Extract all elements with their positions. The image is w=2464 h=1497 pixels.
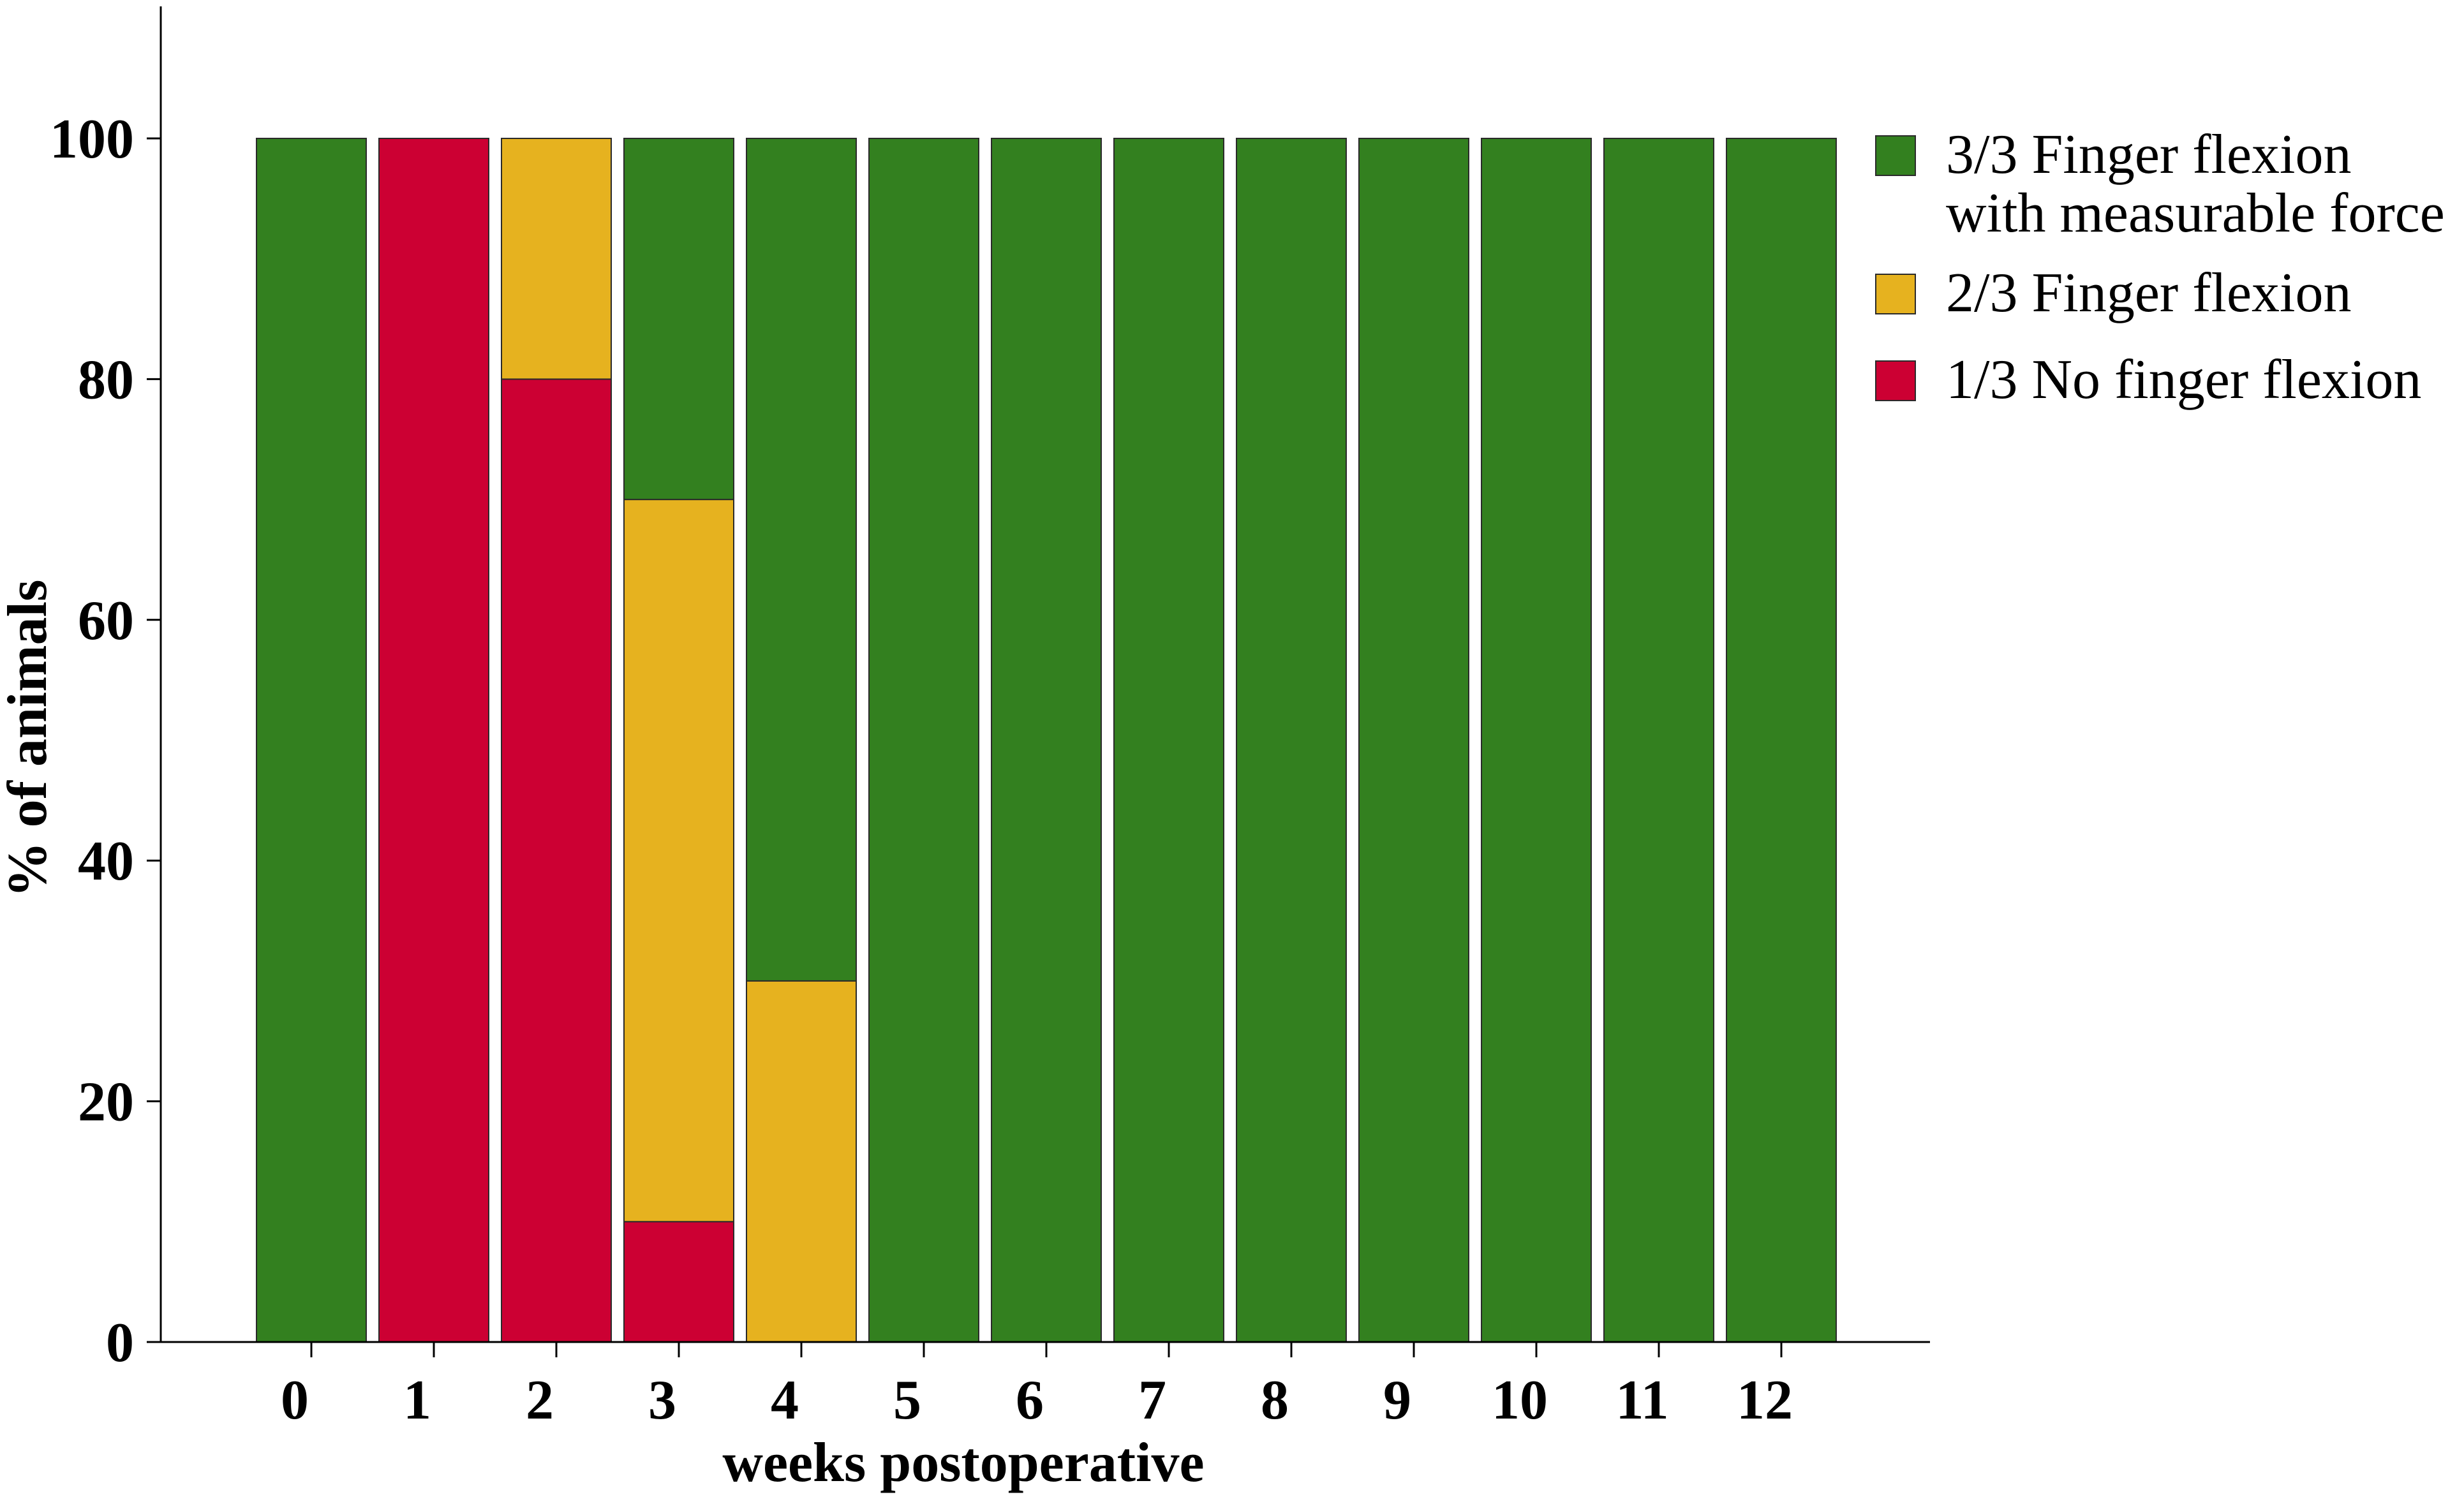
x-tick-label: 9 [1383,1369,1411,1431]
x-tick-label: 2 [526,1369,554,1431]
x-axis-title: weeks postoperative [722,1432,1204,1494]
y-tick-label: 40 [78,830,134,892]
x-tick-label: 1 [403,1369,431,1431]
legend-item: 2/3 Finger flexion [1875,262,2351,324]
bar-segment [746,138,857,982]
bar-segment [1726,138,1837,1343]
bar-segment [256,138,367,1343]
legend-label: 2/3 Finger flexion [1946,262,2351,324]
bar-segment [868,138,979,1343]
bars-group [256,138,1837,1343]
bar-segment [1236,138,1347,1343]
bar-segment [623,138,734,501]
bar-segment [378,138,489,1343]
bar-segment [1481,138,1592,1343]
y-ticks-group: 0 20 40 60 80 100 [50,108,161,1374]
bar-segment [991,138,1102,1343]
x-tick-label: 11 [1615,1369,1668,1431]
bar-segment [623,1221,734,1343]
x-tick-label: 0 [281,1369,309,1431]
bar-segment [746,980,857,1343]
y-tick-label: 20 [78,1072,134,1133]
x-tick-label: 5 [893,1369,921,1431]
x-tick-label: 6 [1016,1369,1044,1431]
legend-swatch [1875,135,1916,176]
x-tick-label: 8 [1261,1369,1289,1431]
legend-swatch [1875,274,1916,314]
y-tick-label: 100 [50,108,134,170]
bar-segment [623,499,734,1223]
x-ticks-group: 0 1 2 3 4 5 6 7 8 9 10 11 12 [281,1342,1793,1431]
legend-label: 1/3 No finger flexion [1946,349,2421,411]
y-tick-label: 60 [78,590,134,652]
bar-segment [1603,138,1714,1343]
bar-segment [501,138,612,380]
legend-label: with measurable force [1946,182,2445,244]
x-tick-label: 12 [1737,1369,1793,1431]
x-tick-label: 4 [771,1369,799,1431]
bar-segment [501,378,612,1343]
bar-segment [1113,138,1224,1343]
x-tick-label: 3 [648,1369,676,1431]
x-tick-label: 7 [1138,1369,1166,1431]
legend-item: 1/3 No finger flexion [1875,349,2421,411]
y-axis-title: % of animals [0,580,59,898]
y-tick-label: 0 [106,1312,134,1374]
legend-label: 3/3 Finger flexion [1946,124,2351,186]
x-tick-label: 10 [1492,1369,1548,1431]
legend-swatch [1875,360,1916,401]
y-tick-label: 80 [78,349,134,411]
bar-segment [1358,138,1469,1343]
